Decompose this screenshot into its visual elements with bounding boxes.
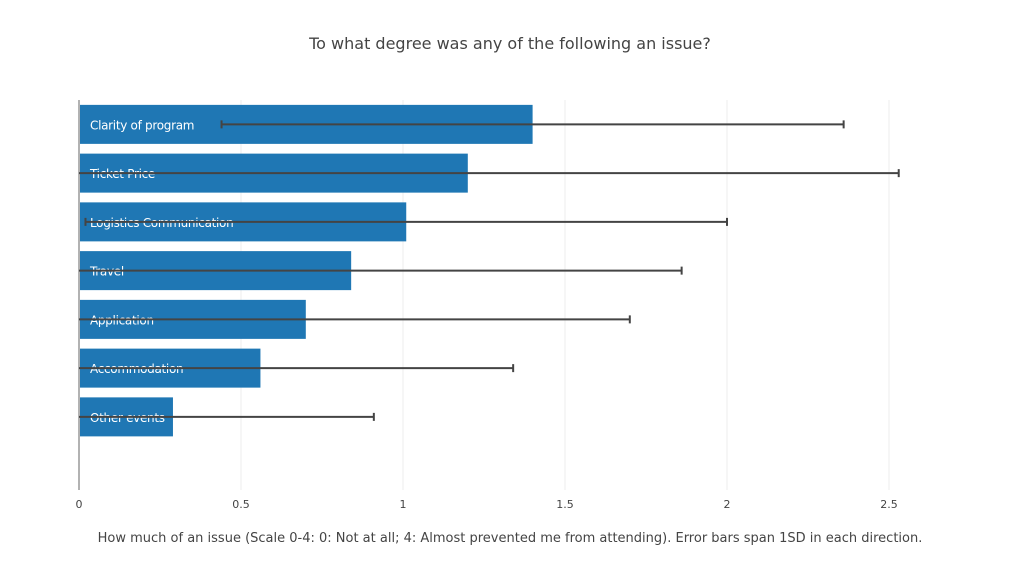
x-tick-label: 1 [400, 498, 407, 511]
x-tick-label: 2.5 [880, 498, 898, 511]
x-tick-label: 0 [76, 498, 83, 511]
x-tick-label: 2 [724, 498, 731, 511]
x-axis-label: How much of an issue (Scale 0-4: 0: Not … [97, 531, 923, 546]
x-tick-label: 0.5 [232, 498, 250, 511]
bar-label: Clarity of program [90, 118, 194, 132]
chart-title: To what degree was any of the following … [309, 34, 711, 53]
x-tick-label: 1.5 [556, 498, 574, 511]
